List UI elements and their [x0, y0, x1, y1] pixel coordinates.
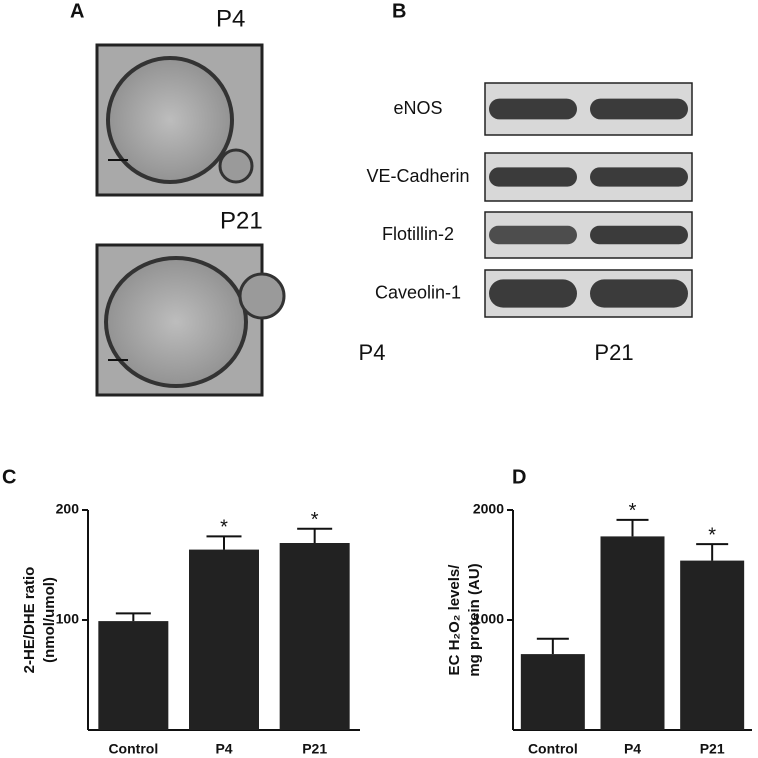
- x-tick-label: P4: [624, 741, 641, 757]
- micrograph: [95, 243, 286, 397]
- panel-label: A: [70, 0, 84, 22]
- bar: [189, 549, 259, 730]
- protein-label: VE-Cadherin: [366, 166, 469, 186]
- x-tick-label: P21: [302, 741, 327, 757]
- y-tick-label: 200: [56, 501, 80, 517]
- band: [489, 279, 577, 308]
- panel-label: D: [512, 466, 526, 488]
- y-axis-label: mg protein (AU): [466, 563, 483, 676]
- error-bar: [115, 612, 151, 622]
- significance-marker: *: [708, 524, 716, 546]
- protein-label: eNOS: [393, 98, 442, 118]
- protein-label: Flotillin-2: [382, 224, 454, 244]
- band: [590, 98, 688, 120]
- band: [590, 279, 688, 308]
- band: [489, 225, 577, 245]
- significance-marker: *: [629, 500, 637, 522]
- y-tick-label: 100: [56, 611, 80, 627]
- y-tick-label: 2000: [473, 501, 504, 517]
- panel-label: C: [2, 466, 16, 488]
- significance-marker: *: [311, 509, 319, 531]
- y-tick-label: 1000: [473, 611, 504, 627]
- western-blot: eNOS VE-Cadherin Flotillin-2 Caveolin-1 P4 P2…: [359, 82, 693, 365]
- micrograph: [95, 43, 264, 197]
- micrograph-label: P4: [216, 5, 245, 32]
- x-tick-label: Control: [108, 741, 158, 757]
- error-bar: [297, 527, 333, 543]
- lane-label: P21: [594, 340, 633, 365]
- significance-marker: *: [220, 517, 228, 539]
- x-tick-label: P4: [215, 741, 232, 757]
- x-tick-label: Control: [528, 741, 578, 757]
- charts: 100 200 2-HE/DHE ratio (nmol/umol) Control P4…: [21, 500, 752, 757]
- band: [590, 225, 688, 245]
- bar: [279, 543, 350, 730]
- band: [489, 167, 577, 187]
- x-tick-label: P21: [700, 741, 725, 757]
- error-bar: [206, 535, 242, 550]
- error-bar: [536, 637, 569, 655]
- bar: [680, 560, 745, 730]
- y-axis-label: 2-HE/DHE ratio: [21, 567, 38, 674]
- error-bar: [616, 518, 649, 537]
- band: [590, 167, 688, 187]
- band: [489, 98, 577, 120]
- lane-label: P4: [359, 340, 386, 365]
- protein-label: Caveolin-1: [375, 282, 461, 302]
- bar: [600, 536, 665, 730]
- y-axis-label: (nmol/umol): [41, 577, 58, 663]
- bar: [520, 654, 585, 730]
- y-axis-label: EC H₂O₂ levels/: [446, 564, 463, 676]
- error-bar: [696, 543, 729, 561]
- micrograph-label: P21: [220, 207, 263, 234]
- panel-label: B: [392, 0, 406, 22]
- bar: [98, 621, 169, 730]
